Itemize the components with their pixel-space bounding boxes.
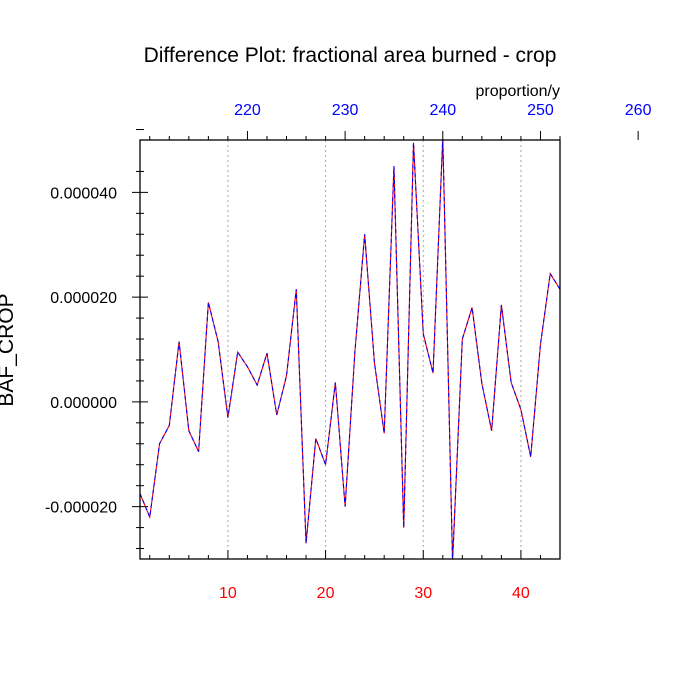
plot-frame	[139, 139, 561, 560]
chart-title: Difference Plot: fractional area burned …	[144, 44, 557, 67]
y-tick-label: 0.000000	[50, 395, 117, 412]
y-axis-label: BAF_CROP	[0, 293, 18, 406]
top-tick-label: 220	[234, 102, 261, 119]
units-label: proportion/y	[476, 83, 561, 100]
top-tick-label: 230	[332, 102, 359, 119]
x-tick-label: 40	[512, 585, 530, 602]
series-lines	[140, 140, 560, 559]
axis-ticks	[132, 129, 639, 559]
y-tick-label: 0.000040	[50, 185, 117, 202]
top-tick-label: 240	[429, 102, 456, 119]
y-tick-label: -0.000020	[45, 500, 117, 517]
tick-labels: 10 20 30 40 220 230 240 250 260 -0.000020 0.000000…	[45, 102, 652, 602]
series-line-red	[140, 140, 560, 559]
y-tick-label: 0.000020	[50, 290, 117, 307]
x-tick-label: 30	[414, 585, 432, 602]
top-tick-label: 250	[527, 102, 554, 119]
x-tick-label: 20	[317, 585, 335, 602]
series-line-blue-dashed	[140, 140, 560, 559]
x-tick-label: 10	[219, 585, 237, 602]
top-tick-label: 260	[625, 102, 652, 119]
